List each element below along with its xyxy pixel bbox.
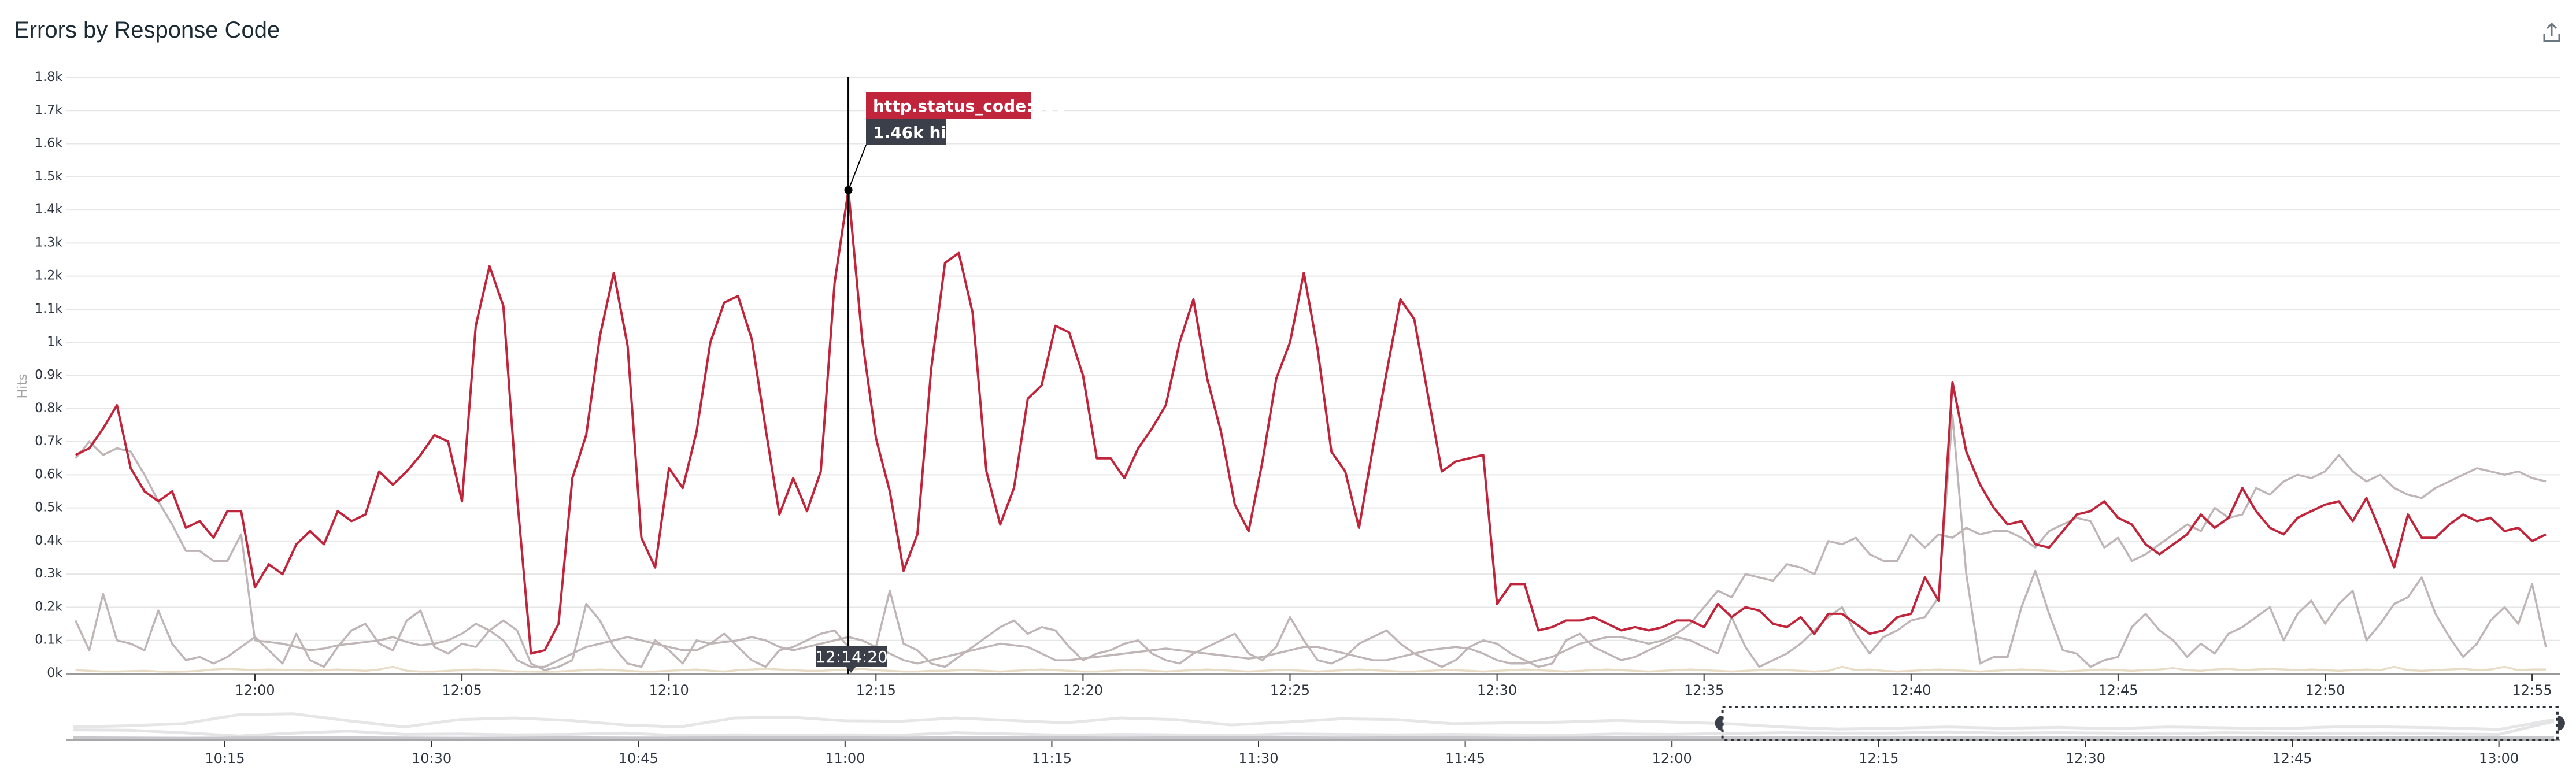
x-tick-label: 12:20 [1063, 682, 1103, 698]
y-tick-label: 1.4k [35, 202, 62, 217]
y-tick-label: 1.7k [35, 103, 62, 117]
y-tick-label: 0.4k [35, 534, 62, 548]
x-tick-label: 12:35 [1684, 682, 1724, 698]
navigator-line-0 [73, 712, 2555, 731]
navigator-tick-label: 11:45 [1445, 750, 1485, 767]
time-label-box [816, 646, 887, 667]
y-tick-label: 1.8k [35, 70, 62, 84]
export-share-icon [2543, 22, 2560, 42]
x-tick-label: 12:00 [235, 682, 275, 698]
navigator-right-handle[interactable] [2557, 716, 2565, 731]
x-axis: 12:00 12:05 12:10 12:15 12:20 12:25 12:30 12:35… [235, 674, 2552, 698]
y-tick-label: 0.7k [35, 434, 62, 449]
y-tick-label: 1.1k [35, 302, 62, 316]
navigator-tick-label: 13:00 [2479, 750, 2519, 767]
navigator-tick-label: 10:45 [619, 750, 658, 767]
export-button[interactable] [2542, 22, 2561, 43]
y-tick-label: 0.5k [35, 501, 62, 515]
x-tick-label: 12:40 [1891, 682, 1931, 698]
tooltip-series-box [866, 92, 1031, 119]
navigator-tick-label: 12:00 [1652, 750, 1692, 767]
y-tick-label: 0.6k [35, 467, 62, 482]
y-axis: 0k 0.1k 0.2k 0.3k 0.4k 0.5k 0.6k 0.7k 0.8k 0.9k 1k… [35, 70, 62, 680]
x-tick-label: 12:05 [442, 682, 482, 698]
navigator-tick-label: 11:15 [1032, 750, 1072, 767]
x-tick-label: 12:45 [2098, 682, 2138, 698]
series-line-2[interactable] [75, 414, 2547, 672]
y-tick-label: 1.2k [35, 269, 62, 283]
y-tick-label: 0.1k [35, 633, 62, 647]
y-tick-label: 0.8k [35, 401, 62, 416]
time-navigator[interactable]: 10:15 10:30 10:45 11:00 11:15 11:30 11:45 12:00… [66, 706, 2565, 767]
navigator-tick-label: 12:45 [2272, 750, 2312, 767]
tooltip-hits: 1.46k hits [873, 123, 964, 142]
y-tick-label: 1k [47, 335, 62, 349]
navigator-line-1 [73, 720, 2555, 738]
x-tick-label: 12:30 [1477, 682, 1517, 698]
y-tick-label: 1.6k [35, 136, 62, 151]
x-tick-label: 12:25 [1270, 682, 1310, 698]
y-tick-label: 0.9k [35, 368, 62, 383]
x-tick-label: 12:15 [856, 682, 896, 698]
y-tick-label: 1.5k [35, 169, 62, 184]
time-label: 12:14:20 [815, 647, 888, 667]
hover-point-marker [844, 186, 853, 194]
grid-lines [66, 77, 2560, 641]
navigator-series [73, 712, 2555, 741]
widget-title: Errors by Response Code [14, 17, 280, 43]
navigator-tick-label: 11:00 [825, 750, 865, 767]
x-tick-label: 12:10 [649, 682, 689, 698]
series-line-1[interactable] [75, 440, 2547, 668]
series-lines[interactable] [75, 188, 2547, 673]
x-tick-label: 12:50 [2305, 682, 2345, 698]
tooltip-hits-box [866, 119, 946, 145]
navigator-tick-label: 10:30 [412, 750, 451, 767]
hover-tooltip: http.status_code:500 1.46k hits 12:14:20 [815, 77, 1067, 674]
navigator-tick-label: 12:30 [2066, 750, 2105, 767]
navigator-tick-label: 11:30 [1238, 750, 1278, 767]
tooltip-series-name: http.status_code:500 [873, 97, 1067, 116]
navigator-left-handle[interactable] [1715, 716, 1723, 731]
navigator-tick-label: 10:15 [205, 750, 245, 767]
time-label-pointer [846, 667, 856, 673]
navigator-axis: 10:15 10:30 10:45 11:00 11:15 11:30 11:45 12:00… [205, 741, 2519, 767]
y-axis-label: Hits [16, 374, 30, 399]
navigator-tick-label: 12:15 [1859, 750, 1898, 767]
x-tick-label: 12:55 [2512, 682, 2552, 698]
series-line-0[interactable] [75, 188, 2547, 655]
y-tick-label: 0k [47, 666, 62, 680]
tooltip-leader-line [847, 145, 867, 191]
y-tick-label: 0.2k [35, 599, 62, 614]
y-tick-label: 0.3k [35, 567, 62, 581]
series-line-3[interactable] [75, 665, 2546, 673]
y-tick-label: 1.3k [35, 235, 62, 250]
